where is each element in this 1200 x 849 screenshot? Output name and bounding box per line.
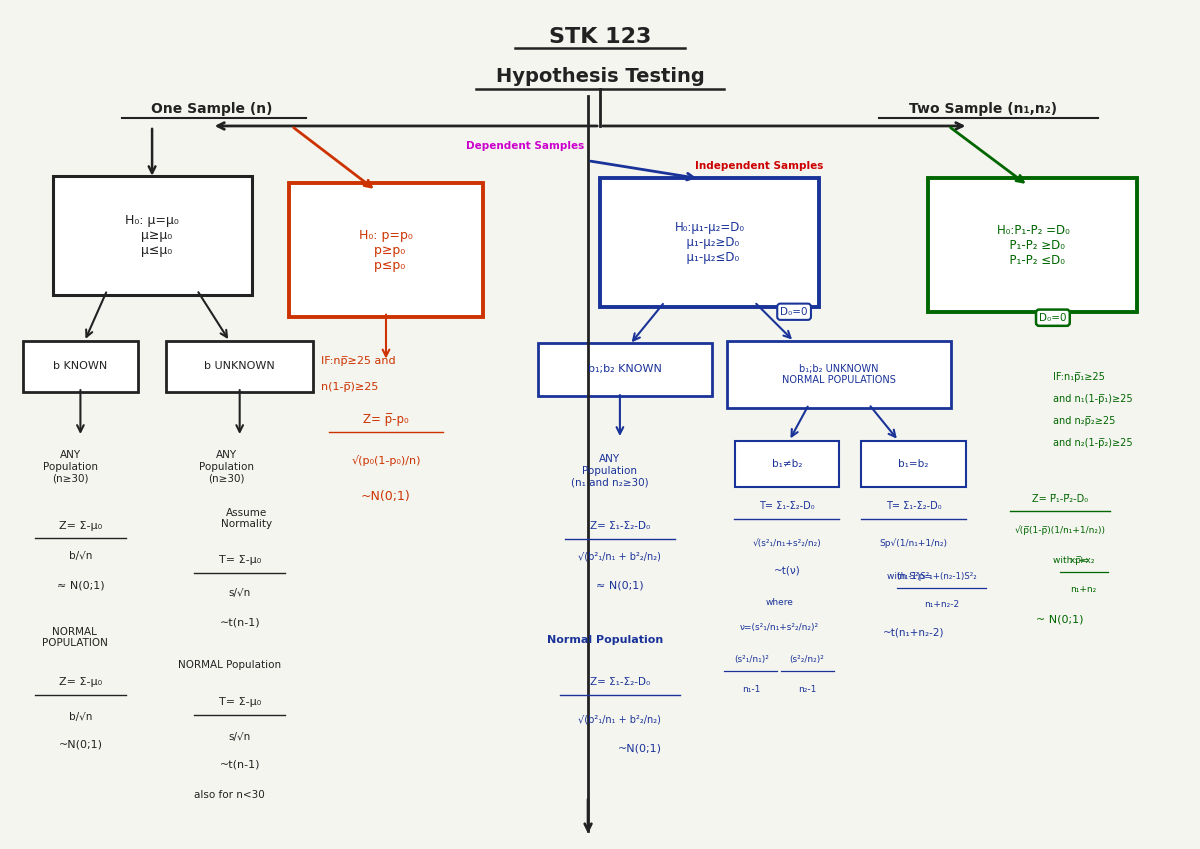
Text: H₀:P₁-P₂ =D₀
  P₁-P₂ ≥D₀
  P₁-P₂ ≤D₀: H₀:P₁-P₂ =D₀ P₁-P₂ ≥D₀ P₁-P₂ ≤D₀ bbox=[997, 223, 1069, 267]
FancyBboxPatch shape bbox=[862, 441, 966, 486]
Text: Normal Population: Normal Population bbox=[547, 634, 664, 644]
Text: NORMAL
POPULATION: NORMAL POPULATION bbox=[42, 627, 107, 649]
Text: ~N(0;1): ~N(0;1) bbox=[59, 739, 102, 750]
Text: with p̅=: with p̅= bbox=[1052, 555, 1088, 565]
Text: STK 123: STK 123 bbox=[548, 26, 652, 47]
Text: b KNOWN: b KNOWN bbox=[53, 362, 108, 371]
Text: H₀: μ=μ₀
  μ≥μ₀
  μ≤μ₀: H₀: μ=μ₀ μ≥μ₀ μ≤μ₀ bbox=[125, 214, 179, 256]
Text: ~t(n₁+n₂-2): ~t(n₁+n₂-2) bbox=[883, 627, 944, 638]
Text: n₁+n₂-2: n₁+n₂-2 bbox=[924, 600, 959, 610]
Text: Assume
Normality: Assume Normality bbox=[221, 508, 272, 529]
Text: n(1-p̅)≥25: n(1-p̅)≥25 bbox=[322, 382, 379, 392]
Text: D₀=0: D₀=0 bbox=[1039, 312, 1067, 323]
Text: (s²₁/n₁)²: (s²₁/n₁)² bbox=[734, 655, 769, 664]
Text: √(p̅(1-p̅)(1/n₁+1/n₂)): √(p̅(1-p̅)(1/n₁+1/n₂)) bbox=[1014, 526, 1105, 535]
Text: T= Σ-μ₀: T= Σ-μ₀ bbox=[218, 555, 260, 565]
Text: T= Σ₁-Σ₂-D₀: T= Σ₁-Σ₂-D₀ bbox=[760, 502, 815, 511]
Text: ANY
Population
(n≥30): ANY Population (n≥30) bbox=[43, 450, 98, 483]
Text: ~ N(0;1): ~ N(0;1) bbox=[1036, 615, 1084, 625]
Text: n₁-1: n₁-1 bbox=[742, 685, 761, 694]
Text: and n₂(1-p̅₂)≥25: and n₂(1-p̅₂)≥25 bbox=[1052, 438, 1133, 448]
Text: ~N(0;1): ~N(0;1) bbox=[361, 490, 410, 503]
Text: Hypothesis Testing: Hypothesis Testing bbox=[496, 67, 704, 86]
Text: Z= Σ-μ₀: Z= Σ-μ₀ bbox=[59, 678, 102, 688]
Text: ∼t(n-1): ∼t(n-1) bbox=[220, 618, 260, 627]
Text: √(b²₁/n₁ + b²₂/n₂): √(b²₁/n₁ + b²₂/n₂) bbox=[578, 551, 661, 561]
Text: ANY
Population
(n₁ and n₂≥30): ANY Population (n₁ and n₂≥30) bbox=[571, 454, 649, 487]
Text: IF:n₁p̅₁≥25: IF:n₁p̅₁≥25 bbox=[1052, 373, 1105, 382]
Text: IF:np̅≥25 and: IF:np̅≥25 and bbox=[322, 357, 396, 367]
Text: Z= Σ₁-Σ₂-D₀: Z= Σ₁-Σ₂-D₀ bbox=[589, 678, 650, 688]
Text: b₁;b₂ UNKNOWN
NORMAL POPULATIONS: b₁;b₂ UNKNOWN NORMAL POPULATIONS bbox=[782, 363, 896, 385]
Text: NORMAL Population: NORMAL Population bbox=[178, 661, 281, 671]
Text: ~t(ν): ~t(ν) bbox=[774, 565, 800, 575]
FancyBboxPatch shape bbox=[600, 177, 818, 306]
Text: s/√n: s/√n bbox=[228, 732, 251, 742]
Text: b₁≠b₂: b₁≠b₂ bbox=[772, 458, 803, 469]
Text: √(p₀(1-p₀)/n): √(p₀(1-p₀)/n) bbox=[352, 455, 421, 466]
Text: and n₁(1-p̅₁)≥25: and n₁(1-p̅₁)≥25 bbox=[1052, 394, 1133, 404]
FancyBboxPatch shape bbox=[929, 178, 1138, 312]
Text: One Sample (n): One Sample (n) bbox=[151, 102, 272, 116]
Text: H₀:μ₁-μ₂=D₀
  μ₁-μ₂≥D₀
  μ₁-μ₂≤D₀: H₀:μ₁-μ₂=D₀ μ₁-μ₂≥D₀ μ₁-μ₂≤D₀ bbox=[674, 221, 744, 264]
Text: T= Σ₁-Σ₂-D₀: T= Σ₁-Σ₂-D₀ bbox=[886, 502, 941, 511]
Text: H₀: p=p₀
  p≥p₀
  p≤p₀: H₀: p=p₀ p≥p₀ p≤p₀ bbox=[359, 228, 413, 272]
Text: Dependent Samples: Dependent Samples bbox=[467, 141, 584, 151]
Text: √(b²₁/n₁ + b²₂/n₂): √(b²₁/n₁ + b²₂/n₂) bbox=[578, 714, 661, 724]
Text: ν=(s²₁/n₁+s²₂/n₂)²: ν=(s²₁/n₁+s²₂/n₂)² bbox=[739, 623, 818, 633]
FancyBboxPatch shape bbox=[734, 441, 839, 486]
Text: Sp√(1/n₁+1/n₂): Sp√(1/n₁+1/n₂) bbox=[880, 538, 948, 548]
Text: also for n<30: also for n<30 bbox=[194, 790, 265, 800]
Text: where: where bbox=[766, 599, 793, 607]
FancyBboxPatch shape bbox=[53, 176, 252, 295]
Text: T= Σ-μ₀: T= Σ-μ₀ bbox=[218, 697, 260, 707]
Text: b₁=b₂: b₁=b₂ bbox=[899, 458, 929, 469]
FancyBboxPatch shape bbox=[538, 342, 712, 396]
Text: ≈ N(0;1): ≈ N(0;1) bbox=[596, 581, 643, 591]
Text: Two Sample (n₁,n₂): Two Sample (n₁,n₂) bbox=[910, 102, 1057, 116]
Text: with S²p=: with S²p= bbox=[887, 571, 931, 581]
Text: and n₂p̅₂≥25: and n₂p̅₂≥25 bbox=[1052, 416, 1115, 426]
Text: D₀=0: D₀=0 bbox=[780, 306, 808, 317]
Text: (s²₂/n₂)²: (s²₂/n₂)² bbox=[790, 655, 824, 664]
Text: x₁+x₂: x₁+x₂ bbox=[1070, 555, 1096, 565]
FancyBboxPatch shape bbox=[166, 340, 313, 392]
FancyBboxPatch shape bbox=[727, 340, 950, 408]
Text: (n₁-1)S²₁+(n₂-1)S²₂: (n₁-1)S²₁+(n₂-1)S²₂ bbox=[896, 571, 977, 581]
Text: ~t(n-1): ~t(n-1) bbox=[220, 760, 260, 770]
Text: Z= p̅-p₀: Z= p̅-p₀ bbox=[364, 413, 409, 425]
Text: √(s²₁/n₁+s²₂/n₂): √(s²₁/n₁+s²₂/n₂) bbox=[752, 539, 822, 548]
Text: b/√n: b/√n bbox=[68, 551, 92, 561]
Text: n₁+n₂: n₁+n₂ bbox=[1069, 586, 1096, 594]
Text: b/√n: b/√n bbox=[68, 712, 92, 722]
Text: s/√n: s/√n bbox=[228, 588, 251, 598]
Text: ~N(0;1): ~N(0;1) bbox=[618, 744, 662, 754]
Text: ≈ N(0;1): ≈ N(0;1) bbox=[56, 581, 104, 591]
Text: Independent Samples: Independent Samples bbox=[695, 160, 823, 171]
FancyBboxPatch shape bbox=[23, 340, 138, 392]
Text: Z= Σ-μ₀: Z= Σ-μ₀ bbox=[59, 521, 102, 531]
Text: b₁;b₂ KNOWN: b₁;b₂ KNOWN bbox=[588, 364, 662, 374]
Text: b UNKNOWN: b UNKNOWN bbox=[204, 362, 275, 371]
FancyBboxPatch shape bbox=[289, 183, 484, 318]
Text: n₂-1: n₂-1 bbox=[798, 685, 816, 694]
Text: Z= P̅₁-P̅₂-D₀: Z= P̅₁-P̅₂-D₀ bbox=[1032, 493, 1088, 503]
Text: Z= Σ₁-Σ₂-D₀: Z= Σ₁-Σ₂-D₀ bbox=[589, 521, 650, 531]
Text: ANY
Population
(n≥30): ANY Population (n≥30) bbox=[199, 450, 254, 483]
